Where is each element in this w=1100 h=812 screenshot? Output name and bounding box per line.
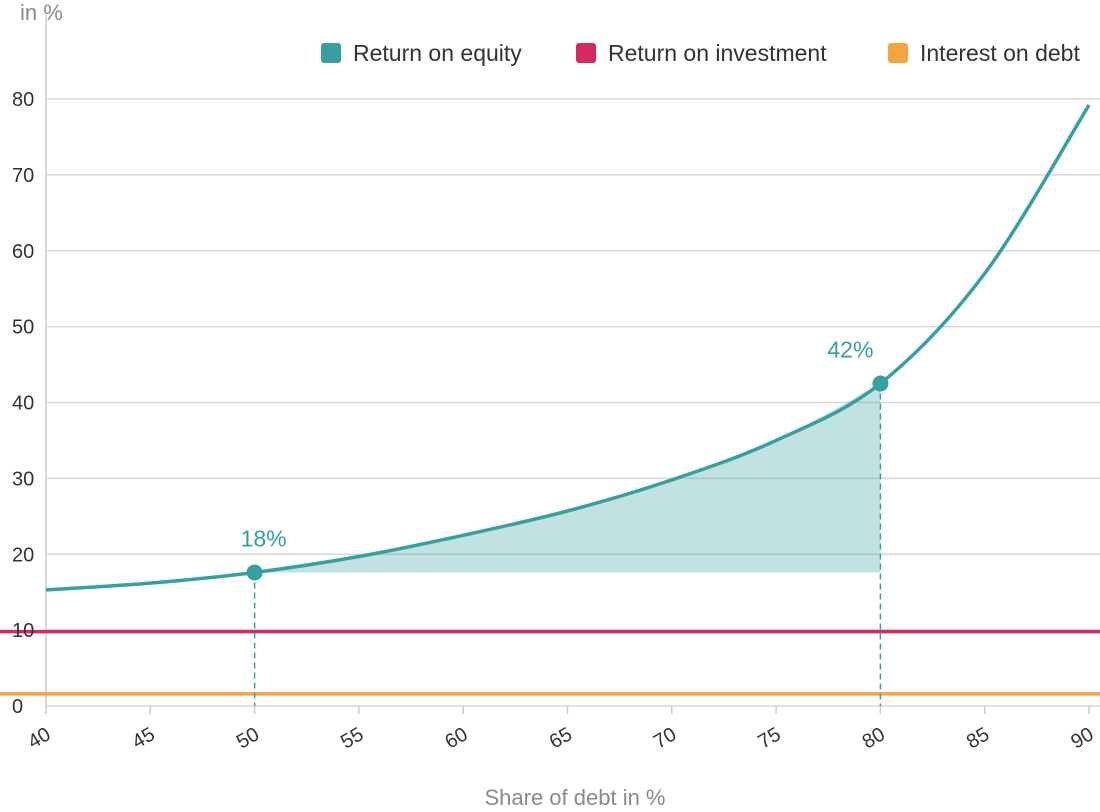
y-tick-label: 0 (12, 696, 23, 718)
x-tick-label: 90 (1067, 723, 1097, 753)
point-label: 18% (241, 525, 287, 551)
shaded-area (254, 383, 881, 573)
legend-label: Interest on debt (920, 40, 1080, 66)
highlight-points: 18% 42% (241, 337, 889, 581)
x-tick-label: 55 (337, 723, 367, 753)
y-tick-label: 80 (12, 89, 34, 111)
legend-label: Return on equity (353, 40, 522, 66)
point-label: 42% (827, 337, 873, 363)
legend-label: Return on investment (608, 40, 827, 66)
x-tick-label: 80 (859, 723, 889, 753)
highlight-point (872, 375, 889, 392)
x-tick-label: 45 (129, 723, 159, 753)
return-on-equity-line (45, 104, 1091, 592)
x-tick-label: 70 (650, 723, 680, 753)
grid-lines (45, 15, 1100, 714)
y-tick-label: 60 (12, 241, 34, 263)
legend: Return on equity Return on investment Inte… (321, 40, 1080, 66)
series-lines (0, 104, 1100, 696)
x-tick-label: 65 (546, 723, 576, 753)
legend-swatch (321, 43, 341, 63)
y-tick-label: 20 (12, 544, 34, 566)
x-axis-title: Share of debt in % (484, 785, 665, 810)
highlight-point (246, 564, 263, 581)
x-tick-label: 50 (233, 723, 263, 753)
y-tick-labels: 0 10 20 30 40 50 60 70 80 (12, 89, 34, 718)
x-tick-label: 85 (963, 723, 993, 753)
shaded-area-group (254, 383, 881, 573)
x-tick-labels: 40 45 50 55 60 65 70 75 80 85 90 (24, 723, 1097, 753)
y-tick-label: 30 (12, 468, 34, 490)
y-axis-title: in % (20, 0, 63, 25)
x-tick-label: 60 (441, 723, 471, 753)
y-tick-label: 40 (12, 393, 34, 415)
guide-lines (253, 383, 882, 706)
y-tick-label: 70 (12, 165, 34, 187)
x-tick-label: 75 (754, 723, 784, 753)
legend-swatch (888, 43, 908, 63)
y-tick-label: 50 (12, 317, 34, 339)
y-tick-label: 10 (12, 620, 34, 642)
legend-swatch (576, 43, 596, 63)
x-tick-label: 40 (24, 723, 54, 753)
